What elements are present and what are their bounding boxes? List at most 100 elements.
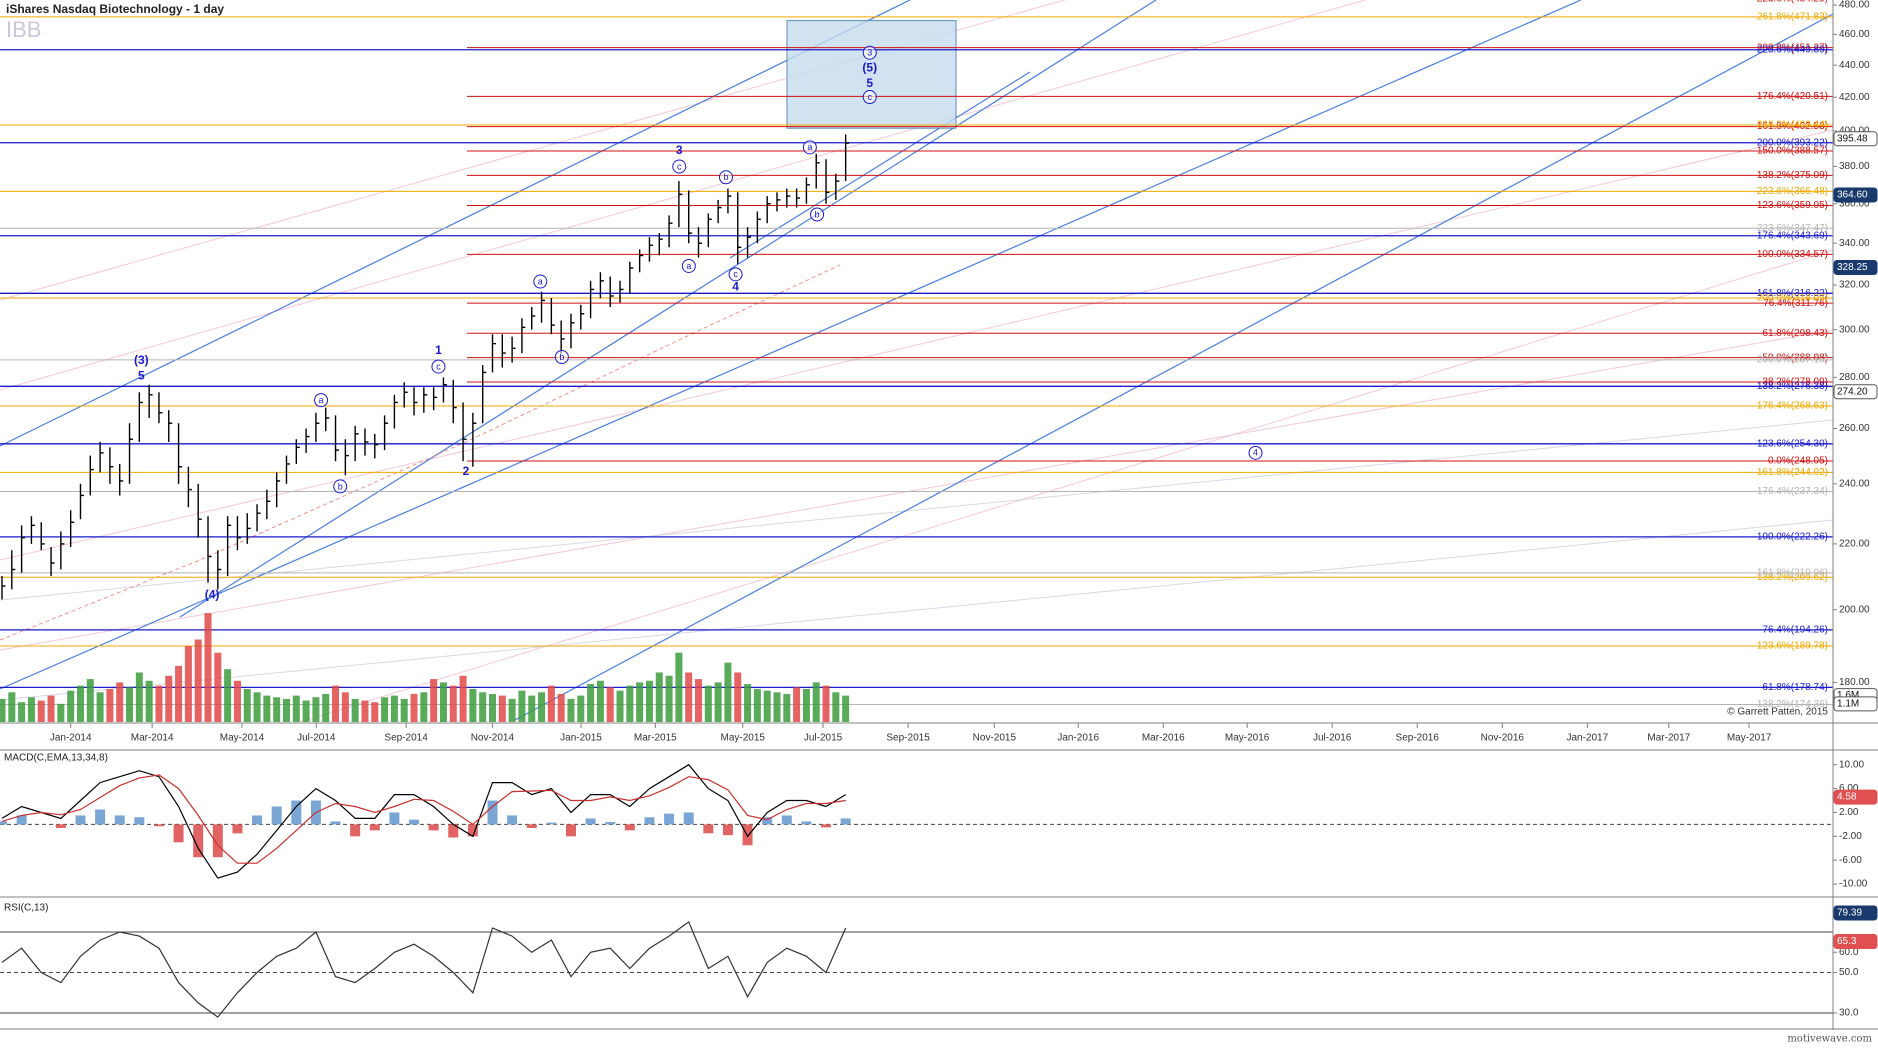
wave-circle (862, 45, 877, 60)
fib-label: 0.0%(248.05) (1768, 456, 1828, 467)
wave-label: 5 (138, 368, 145, 382)
x-tick-label: Mar-2015 (634, 733, 677, 744)
volume-bar (96, 692, 104, 722)
channel-line (0, 0, 911, 447)
histogram-bar (0, 821, 7, 825)
volume-bar (18, 702, 26, 722)
value-marker (1833, 384, 1878, 400)
trend-lines (0, 0, 1833, 722)
wave-label: c (436, 361, 441, 371)
histogram-bar (252, 815, 263, 825)
y-tick-label: 340.00 (1839, 238, 1870, 249)
macd-panel (0, 763, 1833, 879)
histogram-bar (507, 815, 518, 825)
histogram-bar (762, 817, 773, 825)
y-tick-label: 30.0 (1839, 1008, 1859, 1019)
histogram-bar (840, 818, 851, 825)
wave-label: a (807, 142, 812, 152)
y-tick-label: 320.00 (1839, 280, 1870, 291)
wave-label: c (733, 269, 738, 279)
wave-circle (314, 393, 329, 408)
volume-bar (685, 672, 693, 722)
channel-line (514, 13, 1833, 721)
channel-line (729, 71, 1031, 259)
wave-label: b (723, 172, 728, 182)
volume-bar (695, 679, 703, 722)
target-zone (786, 20, 957, 129)
volume-bar (763, 690, 771, 722)
channel-line (0, 0, 1582, 690)
x-tick-label: Mar-2014 (131, 733, 174, 744)
volume-bar (606, 687, 614, 722)
fib-label: 61.8%(298.43) (1762, 328, 1828, 339)
volume-bar (57, 703, 65, 722)
volume-bar (812, 682, 820, 722)
volume-bar (0, 698, 6, 722)
value-marker-label: 395.48 (1837, 133, 1868, 144)
histogram-bar (683, 812, 694, 825)
volume-bar (557, 693, 565, 722)
histogram-bar (389, 812, 400, 825)
volume-bar (410, 693, 418, 722)
histogram-bar (153, 824, 164, 827)
fib-label: 261.8%(471.83) (1757, 12, 1828, 23)
x-tick-label: Jan-2017 (1566, 733, 1608, 744)
faint-line (0, 419, 1833, 601)
fib-label: 176.4%(420.51) (1757, 91, 1828, 102)
x-tick-label: Sep-2015 (886, 733, 930, 744)
y-tick-label: 380.00 (1839, 161, 1870, 172)
fib-label: 150.0%(388.57) (1757, 146, 1828, 157)
y-tick-label: 420.00 (1839, 92, 1870, 103)
faint-line (0, 519, 1833, 701)
fib-label: 76.4%(194.26) (1762, 624, 1828, 635)
x-tick-label: Jan-2016 (1057, 733, 1099, 744)
faint-line (0, 0, 1367, 391)
volume-bar (292, 695, 300, 722)
value-marker-label: 364.60 (1837, 190, 1868, 201)
value-marker (1833, 187, 1878, 203)
volume-bar (47, 695, 55, 722)
histogram-bar (232, 824, 243, 834)
fib-label: 200.0%(393.22) (1757, 137, 1828, 148)
wave-label: c (867, 92, 872, 102)
fib-label: 138.2%(174.36) (1757, 699, 1828, 710)
volume-bar (126, 687, 134, 722)
volume-bar (616, 690, 624, 722)
histogram-bar (114, 815, 125, 825)
volume-bar (734, 672, 742, 722)
fib-label: 138.2%(375.09) (1757, 170, 1828, 181)
faint-line (299, 249, 1833, 722)
wave-label: c (677, 161, 682, 171)
volume-bar (508, 698, 516, 722)
fib-label: 223.6%(449.89) (1757, 44, 1828, 55)
volume-bar (204, 613, 212, 722)
histogram-bar (801, 821, 812, 825)
x-tick-label: Nov-2016 (1481, 733, 1525, 744)
x-tick-label: Mar-2016 (1142, 733, 1185, 744)
wave-label: 5 (866, 76, 873, 90)
histogram-bar (664, 813, 675, 825)
y-tick-label: 220.00 (1839, 539, 1870, 550)
volume-bar (547, 685, 555, 722)
histogram-bar (467, 824, 478, 837)
volume-bar (449, 685, 457, 722)
volume-bar (390, 695, 398, 722)
wave-circle (718, 170, 733, 185)
y-tick-label: 10.00 (1839, 759, 1864, 770)
volume-bar (626, 685, 634, 722)
copyright: © Garrett Patten, 2015 (1727, 707, 1828, 718)
histogram-bar (134, 817, 145, 825)
volume-bar (498, 695, 506, 722)
x-tick-label: Nov-2015 (973, 733, 1017, 744)
histogram-bar (546, 822, 557, 825)
volume-bar (744, 684, 752, 722)
volume-bar (714, 682, 722, 722)
y-tick-label: 240.00 (1839, 478, 1870, 489)
volume-bar (567, 698, 575, 722)
histogram-bar (428, 824, 439, 831)
rsi-panel (0, 920, 1833, 1018)
faint-line (0, 329, 1833, 651)
fib-label: 200.0%(287.16) (1757, 355, 1828, 366)
wave-label: 4 (1253, 448, 1258, 458)
